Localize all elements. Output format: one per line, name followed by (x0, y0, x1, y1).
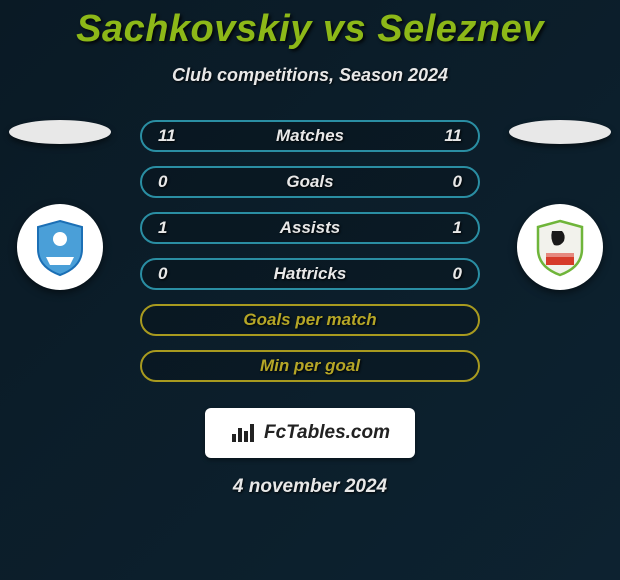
nation-flag-left-icon (9, 120, 111, 144)
stat-row-mpg: Min per goal (140, 350, 480, 382)
stat-row-gpm: Goals per match (140, 304, 480, 336)
stat-row-hattricks: 0 Hattricks 0 (140, 258, 480, 290)
stat-label: Assists (186, 218, 434, 238)
stat-label: Min per goal (186, 356, 434, 376)
stat-row-goals: 0 Goals 0 (140, 166, 480, 198)
stat-left-value: 0 (158, 264, 186, 284)
stats-column: 11 Matches 11 0 Goals 0 1 Assists 1 0 Ha… (140, 120, 480, 396)
stat-left-value: 0 (158, 172, 186, 192)
player-right-column (500, 120, 620, 290)
branding-text: FcTables.com (264, 422, 390, 444)
nation-flag-right-icon (509, 120, 611, 144)
comparison-card: Sachkovskiy vs Seleznev Club competition… (0, 0, 620, 498)
stat-label: Goals per match (186, 310, 434, 330)
shield-right-icon (530, 217, 590, 277)
club-badge-right-icon (517, 204, 603, 290)
shield-left-icon (30, 217, 90, 277)
stat-label: Matches (186, 126, 434, 146)
club-badge-left-icon (17, 204, 103, 290)
subtitle: Club competitions, Season 2024 (0, 65, 620, 86)
stat-right-value: 11 (434, 126, 462, 146)
stat-left-value: 1 (158, 218, 186, 238)
stat-label: Hattricks (186, 264, 434, 284)
branding-badge[interactable]: FcTables.com (205, 408, 415, 458)
stat-label: Goals (186, 172, 434, 192)
stat-right-value: 0 (434, 264, 462, 284)
main-area: 11 Matches 11 0 Goals 0 1 Assists 1 0 Ha… (0, 120, 620, 400)
player-left-column (0, 120, 120, 290)
page-title: Sachkovskiy vs Seleznev (0, 8, 620, 51)
stat-row-assists: 1 Assists 1 (140, 212, 480, 244)
date-text: 4 november 2024 (0, 476, 620, 498)
stat-right-value: 0 (434, 172, 462, 192)
bar-chart-icon (230, 422, 258, 444)
stat-right-value: 1 (434, 218, 462, 238)
stat-row-matches: 11 Matches 11 (140, 120, 480, 152)
stat-left-value: 11 (158, 126, 186, 146)
